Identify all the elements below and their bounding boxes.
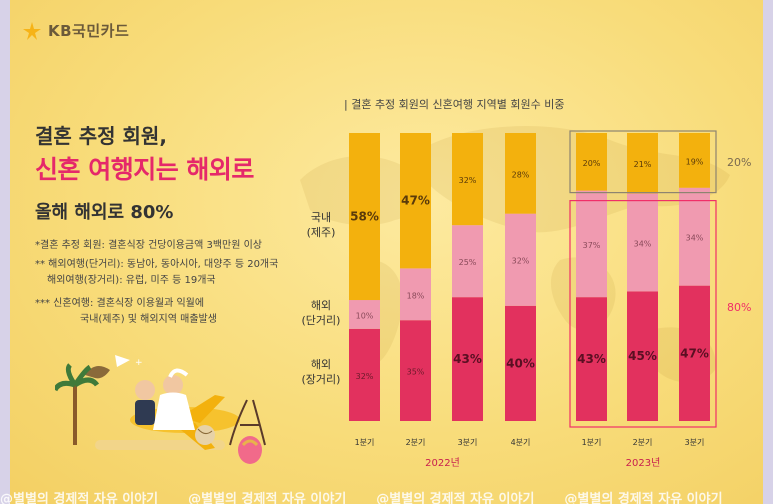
annotation-overseas-2023: 80%	[727, 301, 751, 314]
data-label: 43%	[577, 352, 606, 366]
globe-icon	[195, 425, 215, 445]
bar-segment	[505, 213, 536, 306]
x-tick-label: 3분기	[685, 438, 705, 447]
overseas-2023-box	[569, 200, 717, 428]
bar-segment	[349, 328, 380, 421]
svg-text:+: +	[135, 358, 143, 368]
note-1: *결혼 추정 회원: 결혼식장 건당이용금액 3백만원 이상	[35, 240, 263, 251]
data-label: 20%	[583, 159, 601, 168]
bar-segment	[400, 133, 431, 269]
x-tick-label: 1분기	[582, 438, 602, 447]
note-2b: 해외여행(장거리): 유럽, 미주 등 19개국	[47, 275, 216, 286]
bar-segment	[627, 133, 658, 194]
data-label: 37%	[583, 241, 601, 250]
row-label-short-line2: (단거리)	[301, 314, 341, 327]
watermark-strip: @별별의 경제적 자유 이야기 @별별의 경제적 자유 이야기 @별별의 경제적 자…	[0, 488, 773, 504]
row-label-short-haul: 해외 (단거리)	[296, 298, 346, 328]
honeymoon-illustration: +	[55, 355, 266, 464]
bar-segment	[400, 320, 431, 421]
data-label: 34%	[634, 239, 652, 248]
note-3a: *** 신혼여행: 결혼식장 이용월과 익월에	[35, 298, 205, 309]
row-label-long-line1: 해외	[310, 358, 332, 371]
row-label-short-line1: 해외	[310, 299, 332, 312]
headline-line3: 올해 해외로 80%	[35, 202, 174, 223]
bar-segment	[679, 285, 710, 421]
watermark-text: @별별의 경제적 자유 이야기	[188, 492, 347, 504]
right-border	[763, 0, 773, 504]
row-label-long-haul: 해외 (장거리)	[296, 357, 346, 387]
brand-logo: KB국민카드	[22, 20, 129, 41]
bar-segment	[349, 133, 380, 301]
kb-star-icon	[23, 21, 41, 40]
headline-line1: 결혼 추정 회원,	[35, 124, 167, 148]
x-tick-label: 4분기	[511, 438, 531, 447]
data-label: 19%	[686, 157, 704, 166]
bride-figure	[163, 375, 183, 395]
watermark-text: @별별의 경제적 자유 이야기	[564, 492, 723, 504]
bar-segment	[679, 133, 710, 188]
chart-title: | 결혼 추정 회원의 신혼여행 지역별 회원수 비중	[344, 98, 565, 111]
data-label: 47%	[401, 194, 430, 208]
bar-segment	[679, 187, 710, 286]
data-label: 35%	[407, 368, 425, 377]
watermark-text: @별별의 경제적 자유 이야기	[376, 492, 535, 504]
data-label: 25%	[459, 258, 477, 267]
x-tick-label: 1분기	[355, 438, 375, 447]
headline-line2: 신혼 여행지는 해외로	[35, 155, 254, 184]
bar-segment	[627, 193, 658, 292]
group-label: 2023년	[626, 457, 661, 469]
data-label: 28%	[512, 170, 530, 179]
data-label: 21%	[634, 160, 652, 169]
row-label-domestic-line2: (제주)	[306, 226, 336, 239]
group-label: 2022년	[425, 457, 460, 469]
data-label: 47%	[680, 346, 709, 360]
data-label: 10%	[356, 311, 374, 320]
data-label: 18%	[407, 291, 425, 300]
palm-trunk	[73, 385, 77, 445]
bar-segment	[452, 133, 483, 226]
bar-segment	[349, 300, 380, 329]
bar-segment	[452, 297, 483, 421]
annotation-domestic-2023: 20%	[727, 156, 751, 169]
bar-segment	[627, 291, 658, 421]
left-border	[0, 0, 10, 504]
data-label: 40%	[506, 356, 535, 370]
paper-plane-icon	[115, 355, 130, 367]
note-3b: 국내(제주) 및 해외지역 매출발생	[80, 314, 217, 325]
watermark-text: @별별의 경제적 자유 이야기	[0, 492, 159, 504]
bar-segment	[505, 305, 536, 421]
domestic-2023-box	[569, 130, 717, 194]
bar-segment	[576, 133, 607, 191]
x-tick-label: 3분기	[458, 438, 478, 447]
data-label: 45%	[628, 349, 657, 363]
data-label: 34%	[686, 234, 704, 243]
bar-segment	[576, 190, 607, 298]
eiffel-tower-icon	[229, 399, 266, 446]
data-label: 43%	[453, 352, 482, 366]
data-label: 32%	[512, 257, 530, 266]
bar-segment	[452, 225, 483, 298]
x-tick-label: 2분기	[633, 438, 653, 447]
data-label: 32%	[356, 372, 374, 381]
data-label: 32%	[459, 176, 477, 185]
groom-figure	[135, 380, 155, 400]
x-tick-label: 2분기	[406, 438, 426, 447]
brand-name: KB국민카드	[48, 22, 130, 40]
row-label-long-line2: (장거리)	[301, 373, 341, 386]
bar-segment	[400, 268, 431, 321]
data-label: 58%	[350, 210, 379, 224]
row-label-domestic: 국내 (제주)	[296, 210, 346, 240]
note-2a: ** 해외여행(단거리): 동남아, 동아시아, 대양주 등 20개국	[35, 259, 279, 270]
bar-segment	[505, 133, 536, 214]
row-label-domestic-line1: 국내	[310, 211, 332, 224]
bar-segment	[576, 297, 607, 421]
